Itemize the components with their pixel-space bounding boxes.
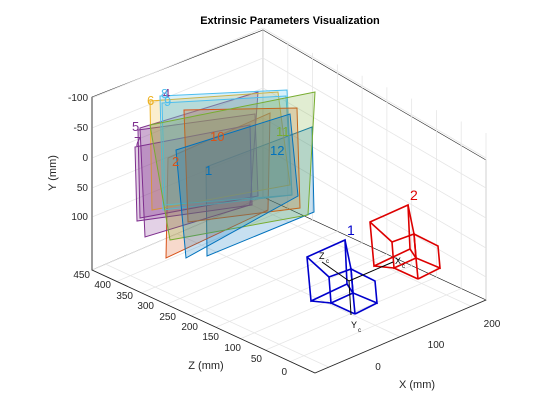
calibration-plane[interactable]	[175, 113, 299, 259]
camera-ray	[346, 283, 354, 294]
camera-axis-subscript: c	[402, 264, 405, 270]
calibration-plane[interactable]	[137, 113, 259, 219]
camera-body-edge	[352, 292, 356, 315]
y-gridline	[262, 27, 487, 159]
z-tick-label: 450	[73, 270, 90, 281]
y-tick-label: 50	[77, 183, 89, 194]
y-gridline	[262, 117, 487, 249]
y-gridline	[91, 57, 264, 129]
x-tick-label: 0	[375, 362, 381, 373]
camera-ray	[310, 300, 332, 304]
camera-frustum[interactable]: 1	[306, 222, 378, 315]
y-tick-label: 100	[71, 212, 88, 223]
x-tick-label: 100	[428, 340, 445, 351]
z-gridline	[166, 230, 338, 305]
x-axis-line	[314, 299, 487, 374]
y-gridline	[262, 57, 487, 189]
z-tick-label: 50	[251, 354, 263, 365]
y-axis-label: Y (mm)	[47, 155, 59, 191]
z-tick-label: 350	[116, 291, 133, 302]
camera-label: 2	[410, 187, 418, 203]
box-front-edges	[91, 97, 487, 374]
y-tick-label: -100	[68, 93, 88, 104]
camera-x-axis	[348, 261, 394, 282]
axis-ticks: 0501001502002503003504004500100200-100-5…	[68, 93, 501, 378]
plane-label: 1	[205, 163, 212, 178]
camera-axis-label: Y	[351, 320, 357, 330]
plane-label: 10	[210, 129, 224, 144]
calibration-plane[interactable]	[183, 107, 301, 223]
camera-label: 1	[347, 222, 355, 238]
z-tick-label: 150	[202, 332, 219, 343]
z-tick-label: 200	[181, 322, 198, 333]
camera-ray	[369, 221, 393, 243]
camera-axis-label: X	[395, 256, 401, 266]
y-gridline	[91, 146, 264, 218]
camera-frustum[interactable]: 2	[369, 187, 441, 280]
camera-ray	[306, 256, 330, 278]
z-tick-label: 250	[159, 312, 176, 323]
calibration-plane[interactable]	[134, 124, 253, 222]
camera-ray	[409, 248, 417, 259]
camera-axis-subscript: c	[326, 259, 329, 265]
plane-label: 11	[276, 124, 290, 139]
calibration-plane[interactable]	[149, 91, 316, 241]
plane-label: 8	[161, 86, 168, 101]
x-gridline	[176, 233, 401, 338]
chart-title: Extrinsic Parameters Visualization	[200, 15, 380, 27]
calibration-plane[interactable]	[149, 91, 291, 211]
y-tick-label: 0	[82, 153, 88, 164]
z-gridline	[141, 219, 313, 294]
plane-label: 7	[134, 134, 141, 149]
z-tick-label: 300	[137, 301, 154, 312]
z-tick-label: 100	[224, 343, 241, 354]
plane-label: 9	[164, 94, 171, 109]
camera-ray	[407, 204, 415, 235]
camera-y-axis	[348, 280, 352, 316]
x-gridline	[248, 202, 472, 307]
z-gridline	[116, 208, 288, 282]
z-gridline	[190, 242, 363, 317]
camera-body-edge	[415, 257, 419, 280]
y-gridline	[91, 117, 264, 189]
x-tick-label: 200	[484, 319, 501, 330]
z-axis-label: Z (mm)	[188, 360, 223, 372]
y-tick-label: -50	[74, 123, 89, 134]
z-gridline	[290, 288, 462, 362]
camera-body-edge	[393, 267, 419, 280]
z-tick-label: 400	[94, 280, 111, 291]
y-gridline	[262, 146, 487, 278]
z-axis-line	[91, 269, 316, 374]
camera-body-edge	[354, 302, 378, 315]
y-gridline	[91, 27, 264, 99]
camera-axis-subscript: c	[358, 328, 361, 334]
plane-label: 5	[132, 119, 139, 134]
camera-z-axis	[321, 261, 350, 282]
z-gridline	[91, 196, 264, 271]
camera-body-edge	[417, 267, 441, 280]
camera-ray	[373, 265, 395, 269]
camera-ray	[344, 239, 352, 270]
camera-axis-label: Z	[319, 251, 325, 261]
plane-label: 12	[270, 143, 284, 158]
x-axis-label: X (mm)	[399, 379, 435, 391]
plane-label: 4	[163, 86, 170, 101]
z-gridline	[215, 253, 388, 328]
plane-label: 2	[172, 154, 179, 169]
plane-label: 6	[147, 93, 154, 108]
y-gridline	[262, 87, 487, 219]
z-tick-label: 0	[281, 367, 287, 378]
x-gridline	[105, 263, 329, 368]
